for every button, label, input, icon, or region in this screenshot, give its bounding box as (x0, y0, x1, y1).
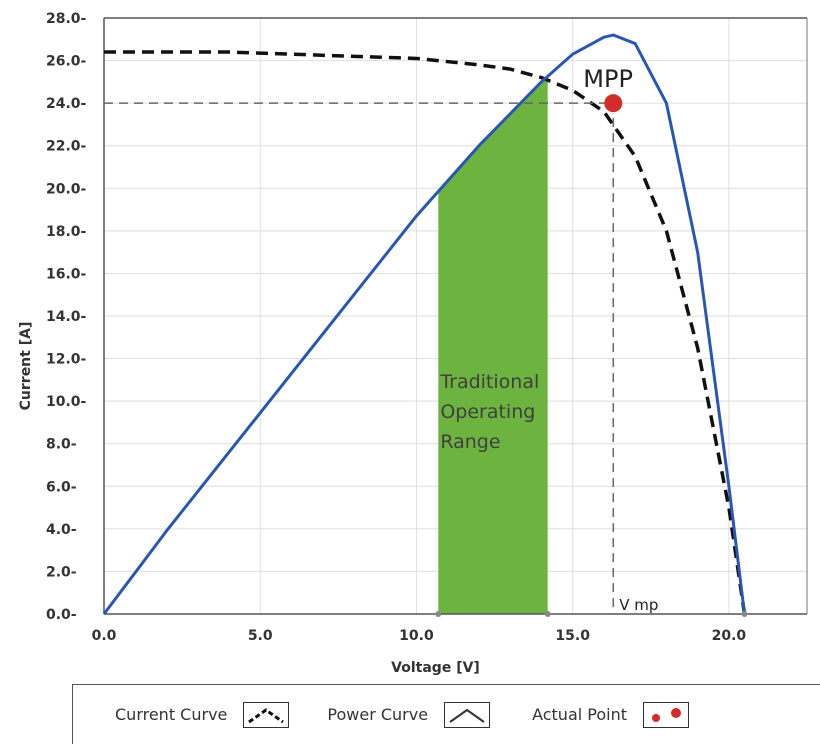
red-dots-icon (643, 701, 689, 728)
x-tick-label: 0.0 (92, 628, 117, 644)
operating-range-label: Range (440, 431, 500, 453)
operating-range-band (438, 80, 548, 614)
iv-chart: MPP V mp Traditional Operating Range 0.0- 2.0… (18, 11, 808, 676)
axis-marker (435, 611, 442, 617)
y-tick-label: 22.0- (46, 139, 87, 155)
dashed-peak-icon (243, 701, 290, 728)
power-curve-line (102, 33, 747, 615)
legend-item-current-curve: Current Curve (115, 701, 290, 728)
solid-peak-icon (444, 701, 491, 728)
y-tick-label: 18.0- (46, 224, 87, 240)
current-curve-line (104, 50, 747, 615)
annotation-layer: MPP V mp Traditional Operating Range (104, 65, 748, 617)
x-axis-label: Voltage [V] (391, 660, 480, 676)
x-tick-label: 5.0 (248, 628, 273, 644)
operating-range-label: Operating (440, 401, 535, 423)
legend: Current Curve Power Curve Actual Point (72, 684, 820, 744)
y-tick-label: 20.0- (46, 181, 87, 197)
y-tick-label: 28.0- (46, 11, 87, 27)
legend-item-actual-point: Actual Point (532, 701, 689, 728)
mpp-point (604, 94, 623, 113)
y-tick-label: 2.0- (46, 564, 77, 580)
legend-item-power-curve: Power Curve (327, 701, 491, 728)
axis-marker (741, 611, 748, 617)
legend-label: Power Curve (327, 705, 429, 724)
y-tick-label: 0.0- (46, 607, 77, 623)
x-tick-label: 15.0 (555, 628, 590, 644)
x-tick-label: 10.0 (399, 628, 434, 644)
y-tick-label: 24.0- (46, 96, 87, 112)
y-tick-label: 10.0- (46, 394, 87, 410)
y-tick-labels: 0.0- 2.0- 4.0- 6.0- 8.0- 10.0- 12.0- 14.0- 16.0-… (46, 11, 87, 623)
series-layer (102, 33, 747, 615)
y-tick-label: 6.0- (46, 479, 77, 495)
y-tick-label: 4.0- (46, 522, 77, 538)
y-tick-label: 14.0- (46, 309, 87, 325)
x-tick-label: 20.0 (712, 628, 747, 644)
y-tick-label: 8.0- (46, 437, 77, 453)
operating-range (438, 80, 548, 614)
axes (103, 17, 808, 615)
y-axis-label: Current [A] (18, 322, 34, 411)
mpp-label: MPP (583, 65, 633, 93)
legend-label: Actual Point (532, 705, 627, 724)
y-tick-label: 16.0- (46, 266, 87, 282)
axis-marker (544, 611, 551, 617)
operating-range-label: Traditional (439, 371, 539, 393)
x-tick-labels: 0.0 5.0 10.0 15.0 20.0 (92, 628, 747, 644)
y-tick-label: 12.0- (46, 352, 87, 368)
y-tick-label: 26.0- (46, 54, 87, 70)
legend-label: Current Curve (115, 705, 228, 724)
vmp-label: V mp (619, 596, 658, 614)
